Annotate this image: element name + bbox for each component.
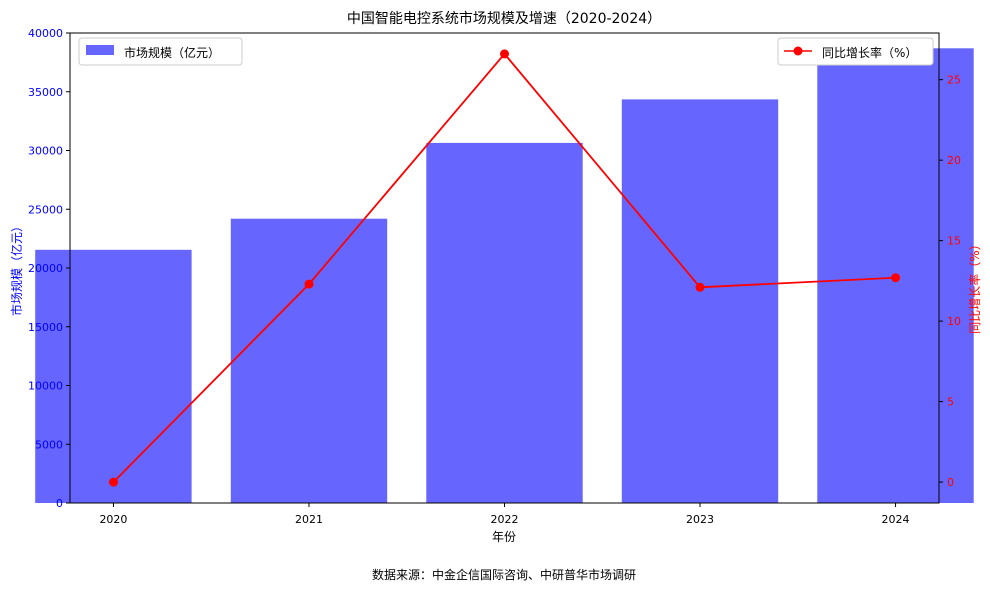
growth-point-2024 [891,273,901,283]
y2-tick-label: 15 [947,235,961,248]
legend-left-box [78,37,243,66]
bar-2021 [230,218,388,503]
legend-bar-label: 市场规模（亿元） [124,45,220,60]
growth-point-2020 [109,477,118,487]
y2-tick-label: 20 [947,154,961,167]
x-tick-label: 2024 [882,513,910,526]
y2-tick-label: 5 [947,396,954,409]
y-tick-label: 30000 [28,145,63,158]
y2-tick-label: 0 [947,476,954,489]
legend-right-box [777,37,934,66]
growth-point-2021 [304,279,314,289]
y2-tick-label: 10 [947,315,961,328]
legend-bar-swatch [86,45,114,55]
bar-2023 [621,99,779,504]
x-tick-label: 2020 [99,513,127,526]
bar-2022 [426,142,583,503]
y-tick-label: 5000 [35,438,63,451]
source-note: 数据来源：中金企信国际咨询、中研普华市场调研 [372,567,636,582]
y-tick-label: 35000 [28,86,63,99]
x-tick-label: 2022 [491,513,519,526]
legend-left: 市场规模（亿元） [78,37,243,66]
right-axis: 0 5 10 15 20 25 [939,74,961,489]
left-axis: 0 5000 10000 15000 20000 25000 30000 35000 40000 [28,27,70,510]
y-tick-label: 25000 [28,203,63,216]
growth-point-2022 [500,49,509,59]
bar-2020 [35,249,192,503]
legend-right: 同比增长率（%） [777,37,934,66]
x-axis-label: 年份 [492,530,516,544]
x-axis: 2020 2021 2022 2023 2024 [99,503,910,526]
y-tick-label: 10000 [28,380,63,393]
chart-title: 中国智能电控系统市场规模及增速（2020-2024） [347,10,661,27]
x-tick-label: 2023 [686,513,714,526]
legend-line-marker [793,46,803,56]
y2-tick-label: 25 [947,74,961,87]
x-tick-label: 2021 [295,513,323,526]
y-tick-label: 0 [56,497,63,510]
y-axis-label: 市场规模（亿元） [9,220,24,316]
growth-point-2023 [695,282,705,292]
legend-line-label: 同比增长率（%） [822,45,917,60]
y-tick-label: 20000 [28,262,63,275]
y-tick-label: 40000 [28,27,63,40]
y2-axis-label: 同比增长率（%） [967,238,982,333]
line-series [109,49,901,487]
y-tick-label: 15000 [28,321,63,334]
